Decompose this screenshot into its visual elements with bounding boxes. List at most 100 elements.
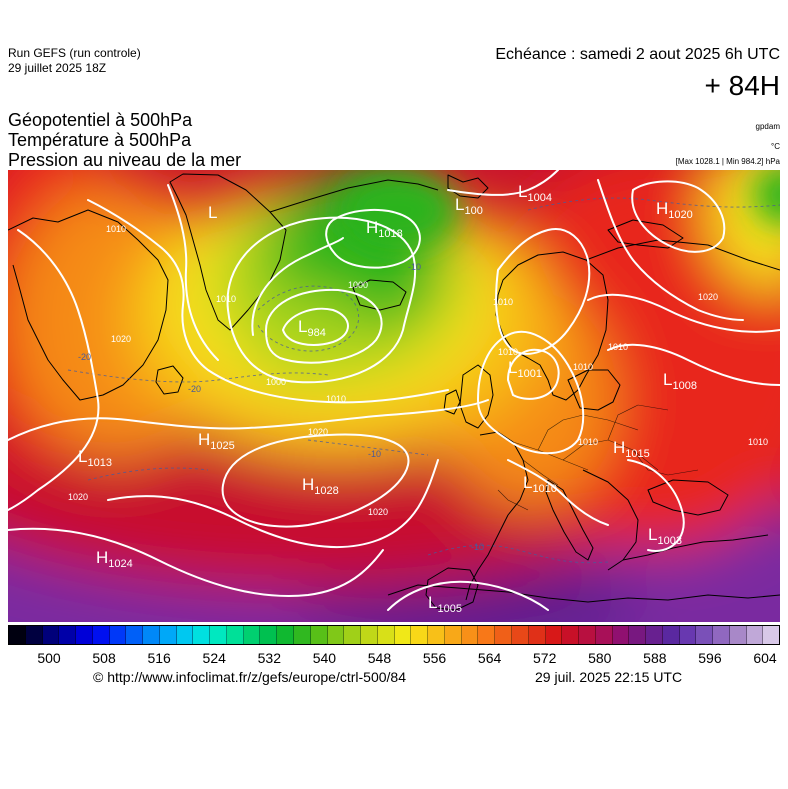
colorbar-swatch [713,626,730,644]
isobar-label: 1010 [493,297,513,307]
coastline-greenland [169,173,287,331]
layer-title-geopotential: Géopotentiel à 500hPa [8,110,193,130]
colorbar-tick-label: 588 [643,650,667,666]
colorbar-swatch [25,626,43,644]
layer-title-pressure: Pression au niveau de la mer [8,150,242,170]
isobar-label: 1010 [573,362,593,372]
colorbar-swatch [495,626,512,644]
low-pressure-label: L [208,203,217,222]
colorbar-swatch [210,626,227,644]
temperature-isotherms [67,197,780,564]
isobar-1028 [221,433,410,528]
isobar-1020-north [8,229,100,511]
colorbar-swatch [729,626,747,644]
colorbar-swatch [377,626,395,644]
coastline-iberia [425,567,479,611]
isobar-1000-ring-inner [264,288,383,364]
colorbar-tick-label: 508 [92,650,116,666]
colorbar-swatch [394,626,412,644]
colorbar-swatch [59,626,77,644]
coastline-greenland-east [269,179,439,213]
isobar-label: 1020 [68,492,88,502]
colorbar-swatch [176,626,194,644]
colorbar-swatch [109,626,127,644]
colorbar-tick-label: 556 [422,650,447,666]
coastline-canada [8,209,169,401]
colorbar-swatch [612,626,630,644]
high-pressure-label: H1025 [198,430,235,452]
isobar-1010-med [507,459,609,526]
coastline-italy [545,479,594,561]
isobar-label: 1010 [106,224,126,234]
colorbar-swatch [92,626,110,644]
colorbar-geopotential [8,625,780,645]
colorbar-swatch [696,626,714,644]
isobar-label: 1010 [216,294,236,304]
isobar-label: 1020 [698,292,718,302]
valid-time: Echéance : samedi 2 aout 2025 6h UTC [495,46,780,63]
colorbar-swatch [511,626,529,644]
colorbar-tick-label: 548 [367,650,392,666]
coastline-scandinavia [495,251,609,401]
isobar-label: 1020 [368,507,388,517]
isobars [8,170,780,611]
isobar-1020-southwest [8,527,384,597]
low-pressure-label: L1008 [663,370,697,392]
colorbar-swatch [595,626,613,644]
colorbar-swatch [629,626,647,644]
colorbar-tick-label: 500 [37,650,61,666]
low-pressure-label: L1001 [508,358,542,380]
colorbar-swatch [579,626,596,644]
colorbar-swatch [361,626,378,644]
colorbar-swatch [226,626,244,644]
colorbar-tick-label: 580 [588,650,612,666]
unit-pressure-range: [Max 1028.1 | Min 984.2] hPa [675,157,780,166]
isobar-1010-west [87,199,449,404]
high-pressure-label: H1015 [613,438,650,460]
colorbar-tick-label: 524 [202,650,226,666]
colorbar-swatch [76,626,93,644]
colorbar-swatch [193,626,211,644]
colorbar-swatch [294,626,311,644]
colorbar-swatch [763,626,780,644]
isobar-1020-high [631,180,726,253]
credit-url: © http://www.infoclimat.fr/z/gefs/europe… [93,669,407,685]
field-band-green-core [338,170,458,250]
isobar-label: 1010 [748,437,768,447]
high-pressure-label: H1018 [366,218,403,240]
isobar-1020-west [167,184,219,361]
isobar-high-1018 [325,209,421,269]
isotherm-label: -10 [368,449,381,459]
high-pressure-label: H1024 [96,548,133,570]
colorbar-swatch [42,626,60,644]
isobar-1020-south [107,459,439,549]
colorbar-swatch [143,626,160,644]
isobar-1010-med-east [627,459,685,552]
colorbar-swatch [159,626,177,644]
colorbar-swatch [679,626,697,644]
run-date: 29 juillet 2025 18Z [8,61,107,75]
low-pressure-label: L984 [298,317,326,339]
colorbar-tick-label: 540 [312,650,337,666]
isobar-1010-trough [476,330,585,455]
colorbar-swatch [126,626,144,644]
isobar-label: 1020 [111,334,131,344]
isobar-1010-africa [387,580,549,611]
isobar-984 [281,307,349,346]
coastline-greece-turkey [622,534,769,561]
high-pressure-label: H1028 [302,475,339,497]
isobar-label: 1010 [326,394,346,404]
colorbar-tick-label: 564 [477,650,502,666]
isotherm-label: -20 [78,352,91,362]
colorbar-swatch [478,626,496,644]
isobar-label: 1010 [578,437,598,447]
low-pressure-label: L1010 [523,473,557,495]
colorbar-tick-label: 572 [533,650,557,666]
colorbar-swatch [327,626,345,644]
colorbar-swatch [528,626,546,644]
isobar-1020-north-edge [447,170,559,196]
credit-generated-date: 29 juil. 2025 22:15 UTC [535,669,683,685]
weather-map: L H1018 L100 L1004 H1020 L984 L1001 L1008 H1025 L… [8,170,780,622]
colorbar-swatch [428,626,445,644]
isobar-1020-northeast [597,179,744,321]
